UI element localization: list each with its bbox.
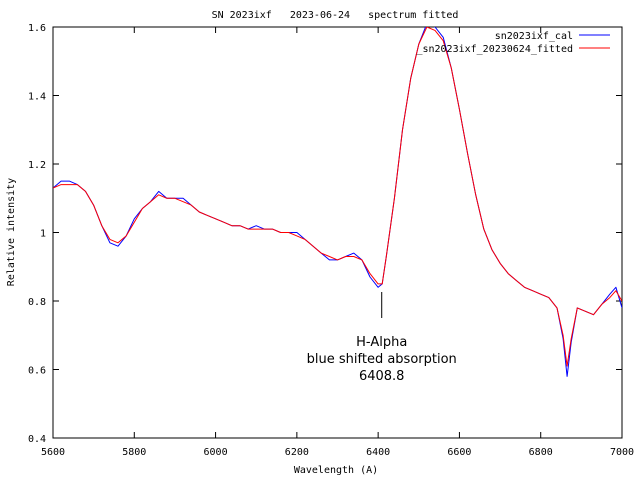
annotation-line-wavelength: 6408.8	[359, 369, 405, 384]
x-tick-label: 6600	[447, 447, 471, 458]
annotation: H-Alpha blue shifted absorption 6408.8	[307, 292, 457, 384]
x-tick-label: 6000	[204, 447, 228, 458]
y-tick-label: 1	[40, 229, 46, 240]
x-axis-label: Wavelength (A)	[294, 465, 378, 476]
series-layer	[53, 27, 622, 377]
y-axis-label: Relative intensity	[6, 178, 17, 286]
legend: sn2023ixf_cal _sn2023ixf_20230624_fitted	[416, 31, 610, 55]
annotation-line-description: blue shifted absorption	[307, 352, 457, 367]
x-tick-label: 6400	[366, 447, 390, 458]
series-line-1	[53, 27, 622, 367]
x-tick-label: 5800	[122, 447, 146, 458]
y-tick-label: 0.4	[28, 434, 46, 445]
x-tick-label: 6800	[529, 447, 553, 458]
annotation-line-h-alpha: H-Alpha	[356, 335, 407, 350]
y-tick-label: 0.8	[28, 297, 46, 308]
series-line-0	[53, 27, 622, 377]
chart-title: SN 2023ixf 2023-06-24 spectrum fitted	[212, 10, 459, 21]
y-tick-label: 0.6	[28, 366, 46, 377]
plot-frame	[52, 26, 623, 439]
y-tick-label: 1.6	[28, 23, 46, 34]
y-tick-label: 1.4	[28, 92, 46, 103]
x-tick-label: 7000	[610, 447, 634, 458]
y-tick-label: 1.2	[28, 160, 46, 171]
axes: 5600 5800 6000 6200 6400 6600 6800 7000 0.4 0.6 0.…	[28, 23, 634, 458]
x-tick-label: 5600	[41, 447, 65, 458]
legend-label-cal: sn2023ixf_cal	[495, 31, 573, 42]
legend-label-fitted: _sn2023ixf_20230624_fitted	[416, 44, 573, 55]
x-tick-label: 6200	[285, 447, 309, 458]
